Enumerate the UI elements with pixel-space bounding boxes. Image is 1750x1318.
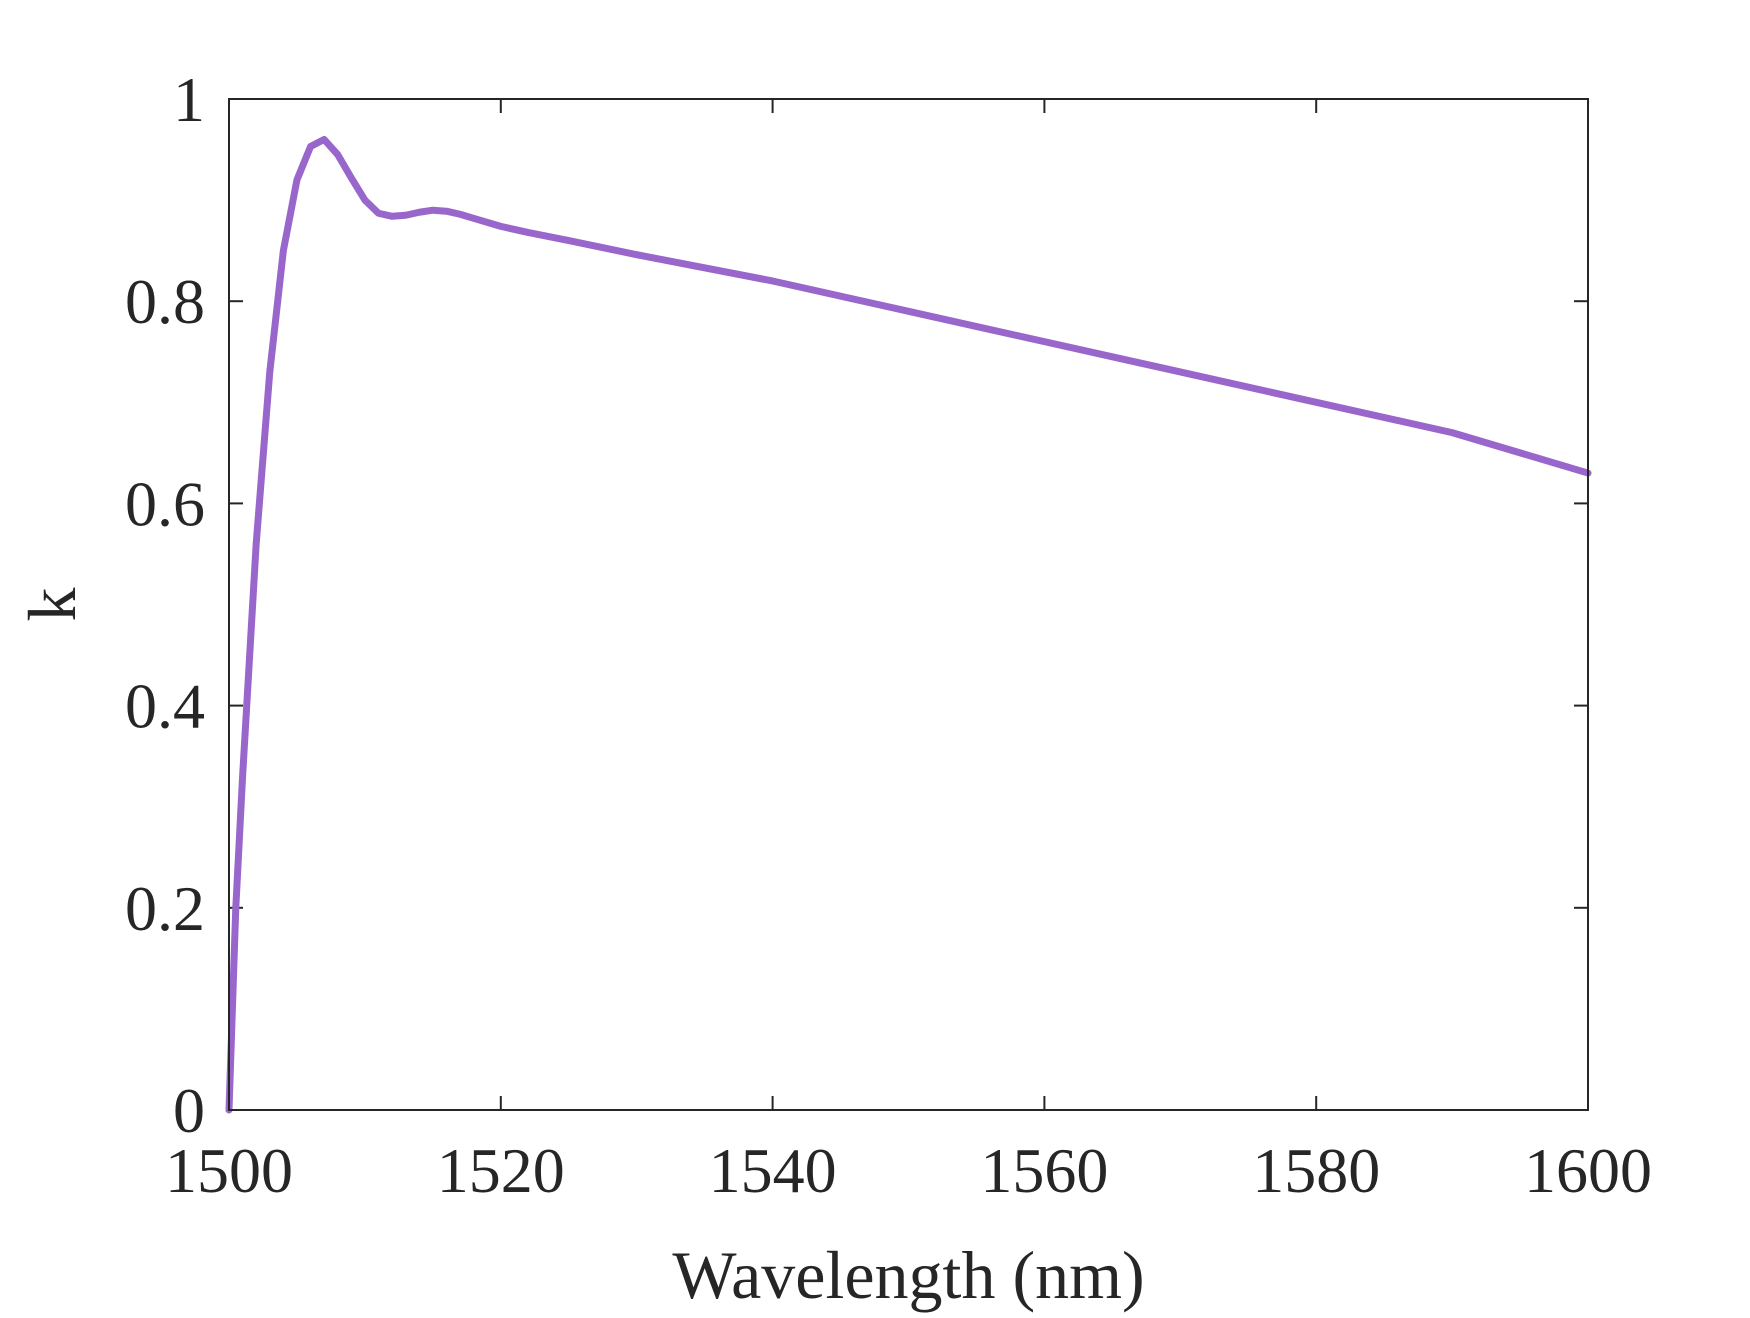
axis-ticks bbox=[228, 98, 1589, 1111]
y-tick-label: 0.4 bbox=[125, 671, 205, 742]
y-tick-label: 0.8 bbox=[125, 266, 205, 337]
y-tick-label: 0.2 bbox=[125, 873, 205, 944]
x-tick-label: 1580 bbox=[1252, 1135, 1380, 1206]
x-tick-label: 1500 bbox=[165, 1135, 293, 1206]
x-axis-title: Wavelength (nm) bbox=[672, 1237, 1144, 1313]
series-layer bbox=[225, 135, 1592, 1114]
y-tick-label: 0 bbox=[173, 1075, 205, 1146]
x-tick-label: 1560 bbox=[980, 1135, 1108, 1206]
y-tick-label: 1 bbox=[173, 64, 205, 135]
plot-area-frame bbox=[228, 98, 1589, 1111]
x-tick-label: 1600 bbox=[1524, 1135, 1652, 1206]
x-tick-label: 1520 bbox=[437, 1135, 565, 1206]
y-tick-label: 0.6 bbox=[125, 468, 205, 539]
tick-labels: 1500 1520 1540 1560 1580 1600 0 0.2 0.4 0.6 0.8 1 bbox=[125, 64, 1652, 1206]
y-axis-title: k bbox=[14, 588, 90, 622]
series-line bbox=[225, 135, 1592, 1114]
x-tick-label: 1540 bbox=[709, 1135, 837, 1206]
